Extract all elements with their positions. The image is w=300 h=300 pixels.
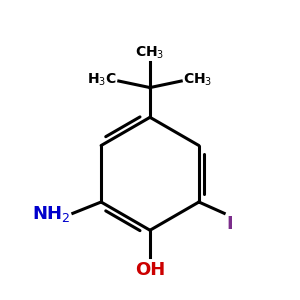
Text: NH$_2$: NH$_2$: [32, 204, 70, 224]
Text: CH$_3$: CH$_3$: [183, 72, 212, 88]
Text: I: I: [226, 215, 232, 233]
Text: CH$_3$: CH$_3$: [135, 44, 165, 61]
Text: H$_3$C: H$_3$C: [87, 72, 117, 88]
Text: OH: OH: [135, 261, 165, 279]
